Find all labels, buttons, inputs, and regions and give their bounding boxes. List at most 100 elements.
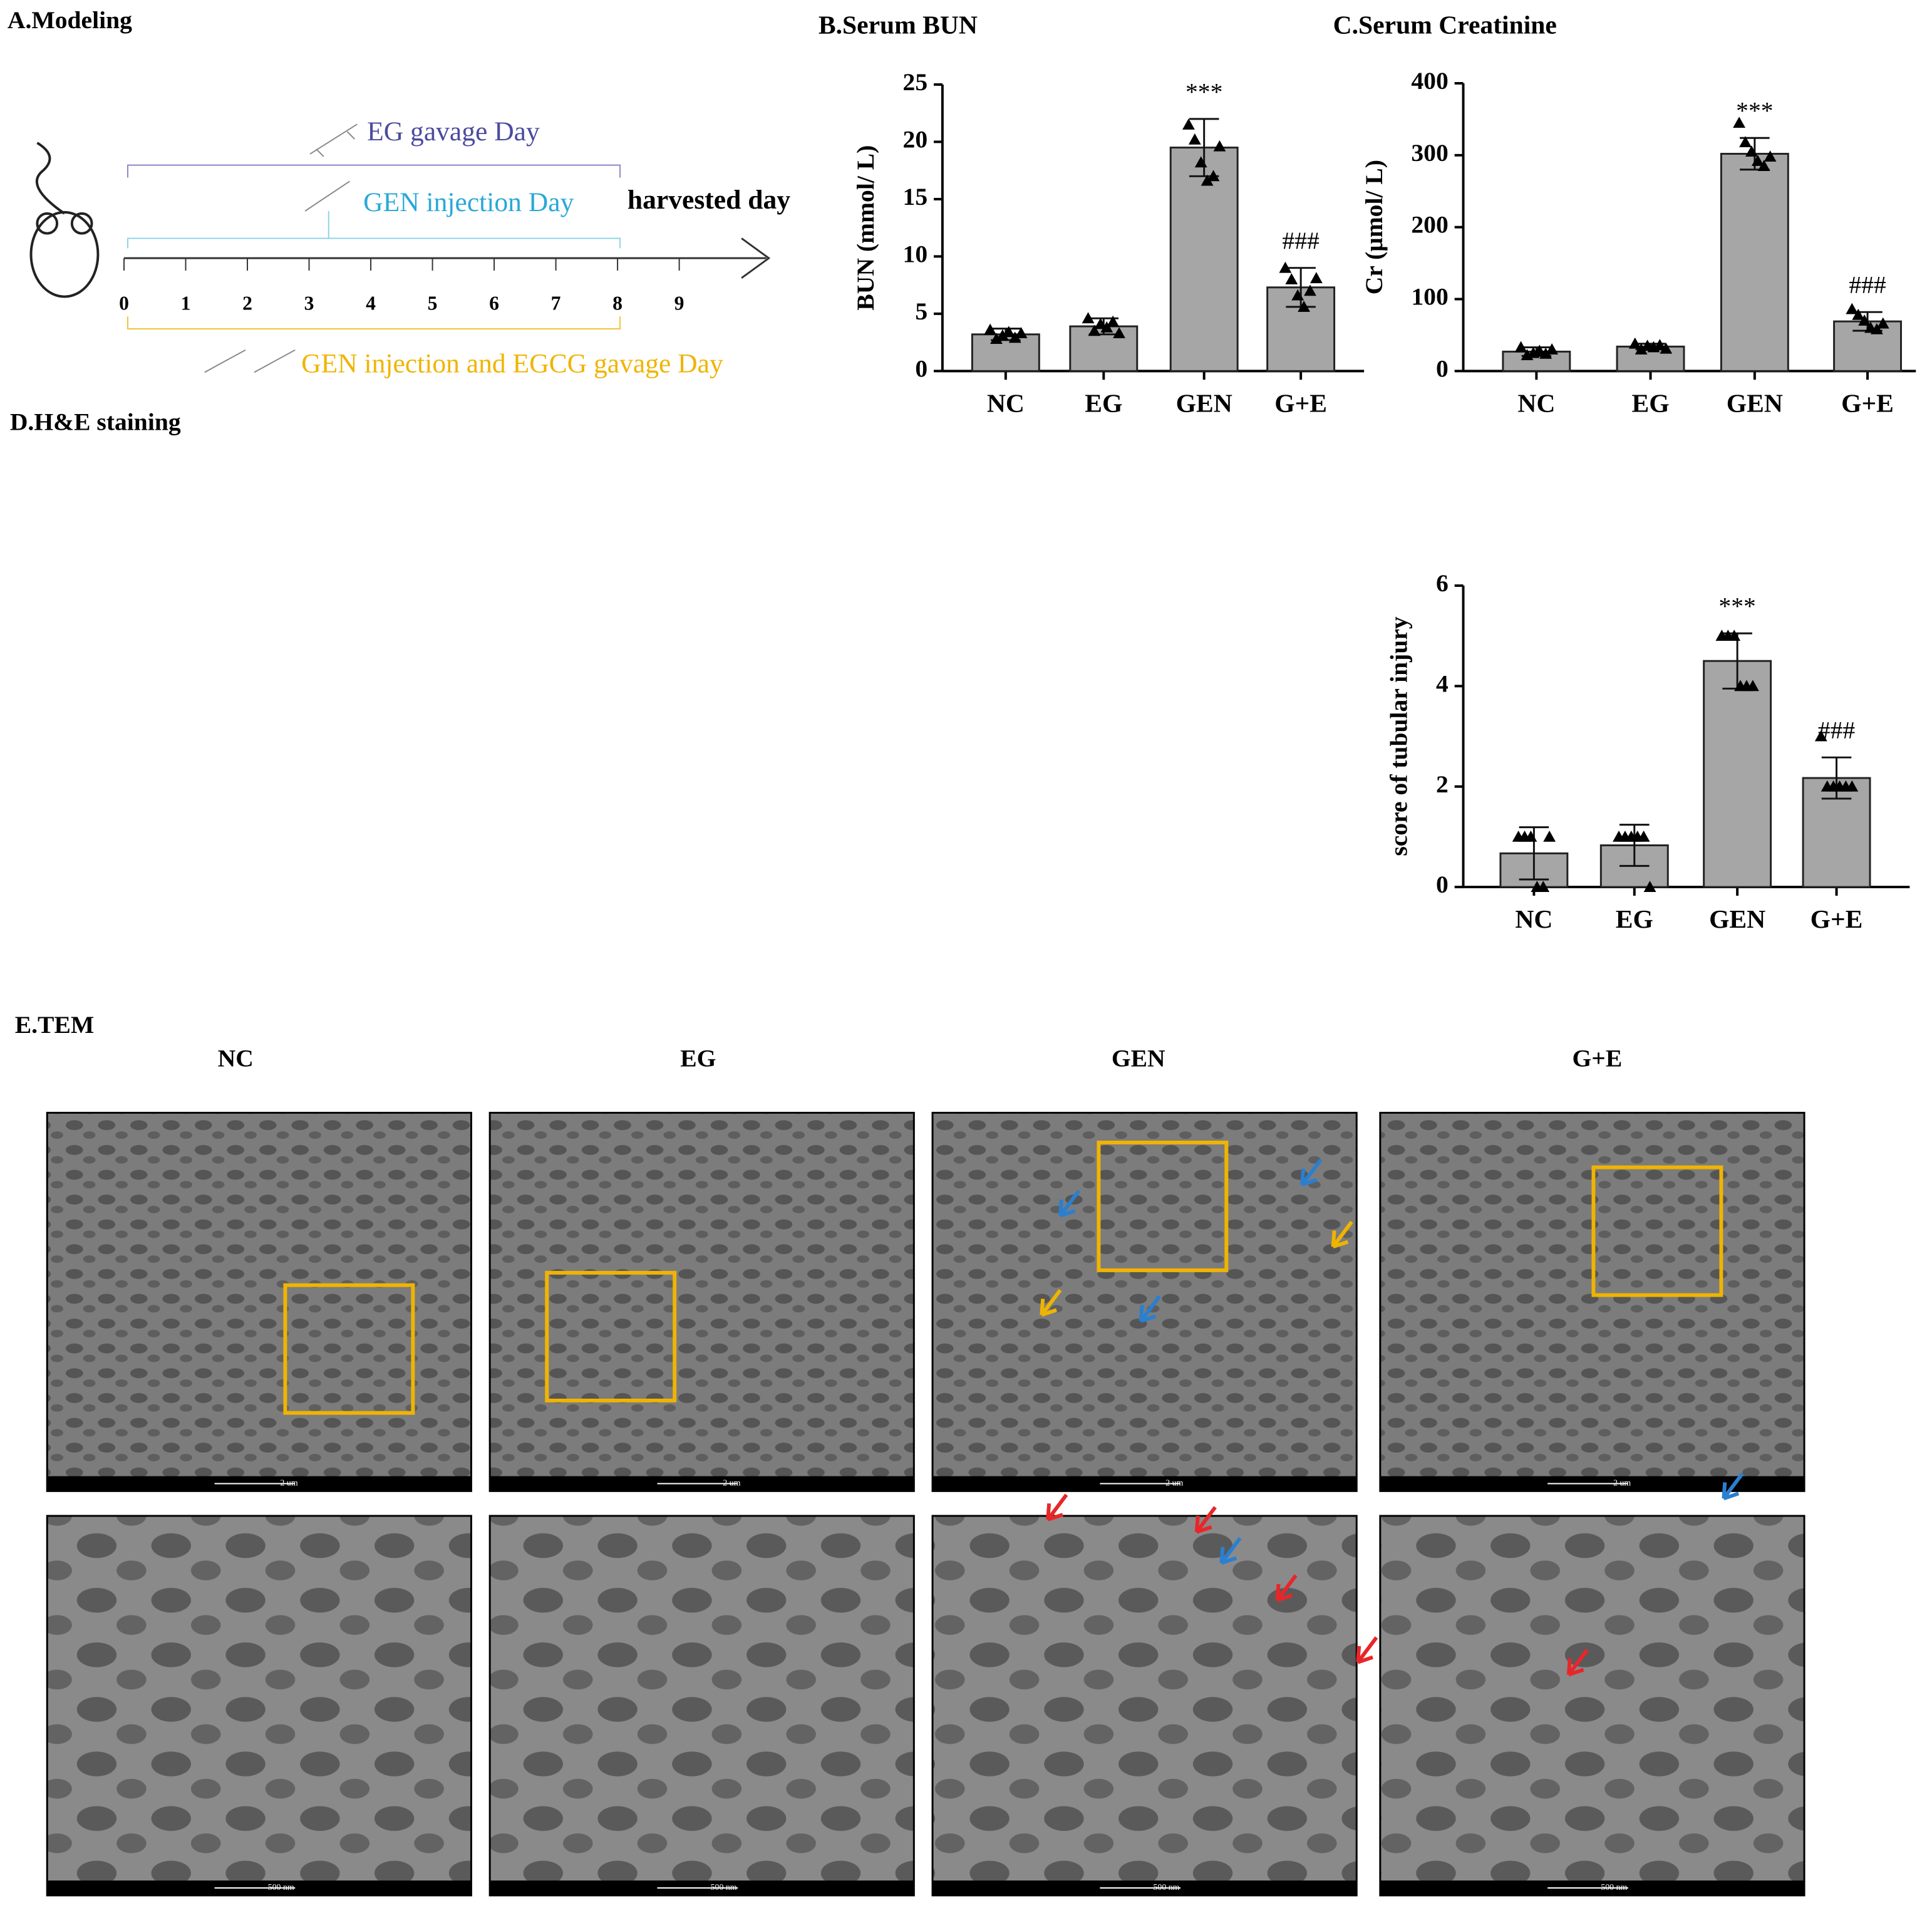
data-point (1846, 780, 1859, 792)
y-tick-label: 15 (903, 183, 928, 210)
data-point (1745, 145, 1758, 157)
y-axis-label: score of tubular injury (1385, 616, 1413, 856)
annotation-arrow (1046, 1493, 1068, 1522)
data-point (1298, 300, 1310, 312)
bar (1703, 660, 1772, 888)
data-point (1870, 323, 1883, 334)
annotation-arrow (1566, 1649, 1589, 1677)
eg-bracket (127, 164, 621, 178)
eg-label: EG gavage Day (367, 117, 540, 147)
scale-label: 500 nm (1601, 1882, 1627, 1892)
y-tick-label: 400 (1411, 67, 1448, 95)
y-axis-label: BUN (mmol/ L) (852, 145, 879, 311)
chart-title: C.Serum Creatinine (1333, 10, 1557, 39)
data-point (1291, 289, 1304, 301)
annotation-arrow (1300, 1158, 1323, 1187)
data-point (1637, 830, 1650, 842)
combo-bracket (127, 316, 621, 330)
day-label: 4 (366, 293, 376, 314)
y-tick-label: 0 (1436, 355, 1449, 382)
combo-label: GEN injection and EGCG gavage Day (301, 348, 723, 378)
x-tick-label: GEN (1709, 905, 1765, 933)
x-tick-label: EG (1631, 388, 1669, 417)
day-label: 5 (428, 293, 438, 314)
data-point (1757, 160, 1770, 171)
data-point (1310, 272, 1323, 284)
data-point (1543, 830, 1556, 842)
y-tick-label: 25 (903, 68, 928, 96)
data-point (996, 329, 1009, 341)
data-point (1876, 317, 1889, 329)
significance-label: ### (1818, 717, 1856, 744)
y-tick-label: 200 (1411, 211, 1448, 239)
data-point (984, 323, 997, 335)
x-tick-label: EG (1616, 905, 1653, 933)
x-tick-label: EG (1085, 388, 1122, 417)
data-point (1285, 273, 1298, 284)
data-point (1858, 314, 1871, 326)
data-point (1088, 324, 1101, 336)
scale-label: 500 nm (1153, 1882, 1179, 1892)
data-point (1660, 342, 1673, 354)
annotation-arrow (1722, 1472, 1744, 1501)
data-point (1015, 327, 1028, 338)
day-label: 7 (551, 293, 561, 314)
y-tick-label: 6 (1436, 569, 1449, 597)
x-tick-label: G+E (1841, 388, 1894, 417)
group-label: NC (218, 1044, 254, 1072)
group-label: G+E (1572, 1044, 1622, 1072)
y-tick-label: 20 (903, 126, 928, 153)
data-point (1653, 339, 1666, 350)
panel-title: A.Modeling (8, 6, 132, 34)
tem-detail (931, 1515, 1358, 1897)
x-tick-label: GEN (1727, 388, 1783, 417)
x-tick-label: G+E (1811, 905, 1863, 933)
day-label: 8 (612, 293, 622, 314)
data-point (1746, 680, 1759, 692)
data-point (1539, 347, 1552, 359)
scale-label: 500 nm (711, 1882, 737, 1892)
inset-box (283, 1283, 415, 1415)
bar (1502, 350, 1571, 372)
significance-label: ### (1849, 271, 1886, 299)
panel-title: D.H&E staining (10, 408, 181, 436)
tem-overview (46, 1111, 472, 1492)
scale-label: 2 um (1613, 1478, 1631, 1488)
data-point (1514, 341, 1527, 353)
significance-label: *** (1186, 78, 1222, 105)
data-point (1533, 345, 1546, 356)
gen-bracket (127, 210, 621, 249)
tem-detail (46, 1515, 472, 1897)
gen-label: GEN injection Day (363, 187, 574, 217)
data-point (1537, 881, 1550, 892)
tem-overview (488, 1111, 915, 1492)
data-point (1107, 315, 1120, 327)
x-tick-label: GEN (1176, 388, 1232, 417)
chart-title: B.Serum BUN (819, 10, 978, 39)
error-bar (1619, 824, 1650, 867)
mouse-icon (29, 142, 100, 298)
day-label: 0 (119, 293, 129, 314)
x-tick-label: G+E (1274, 388, 1327, 417)
data-point (1094, 318, 1107, 329)
data-point (1739, 136, 1752, 148)
data-point (1008, 331, 1021, 343)
y-tick-label: 100 (1411, 283, 1448, 311)
x-tick-label: NC (987, 388, 1025, 417)
group-label: GEN (1112, 1044, 1165, 1072)
data-point (1194, 156, 1207, 168)
data-point (1201, 174, 1214, 186)
y-tick-label: 5 (915, 298, 927, 325)
y-axis-label: Cr (μmol/ L) (1360, 160, 1388, 294)
scale-label: 2 um (1165, 1478, 1183, 1488)
syringe-icons (204, 123, 358, 373)
he-panel: D.H&E staining (10, 408, 181, 436)
annotation-arrow (1139, 1295, 1161, 1323)
y-tick-label: 300 (1411, 139, 1448, 167)
y-tick-label: 0 (1436, 871, 1449, 898)
scale-label: 2 um (281, 1478, 298, 1488)
annotation-arrow (1058, 1190, 1081, 1218)
annotation-arrow (1040, 1288, 1062, 1317)
